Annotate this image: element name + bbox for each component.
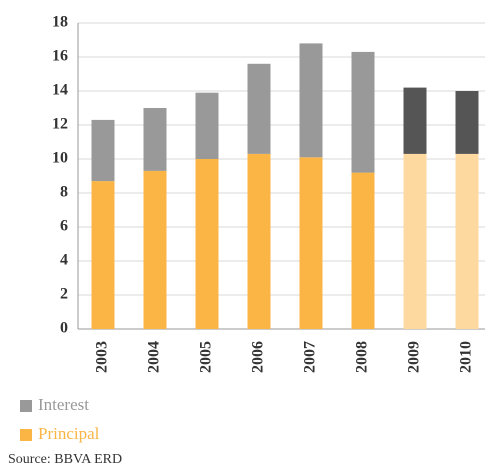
source: Source: BBVA ERD [8, 452, 122, 467]
y-tick-label: 14 [52, 82, 68, 99]
legend-swatch [20, 429, 32, 441]
x-tick-label: 2010 [458, 341, 475, 373]
bar-segment [247, 153, 271, 329]
bar-segment [247, 63, 271, 154]
bar-segment [299, 157, 323, 329]
x-tick-label: 2007 [302, 341, 319, 373]
legend-label: Interest [38, 395, 89, 414]
bar-segment [143, 170, 167, 329]
y-tick-label: 8 [60, 184, 68, 201]
bar-segment [455, 91, 479, 154]
y-tick-label: 0 [60, 320, 68, 337]
bar-segment [91, 119, 115, 182]
x-tick-label: 2009 [406, 341, 423, 373]
bar-segment [299, 43, 323, 158]
x-tick-label: 2005 [198, 341, 215, 373]
y-tick-label: 18 [52, 14, 68, 31]
y-tick-label: 4 [60, 252, 68, 269]
y-tick-label: 6 [60, 218, 68, 235]
legend-swatch [20, 400, 32, 412]
x-tick-label: 2004 [146, 341, 163, 373]
x-tick-label: 2006 [250, 341, 267, 373]
x-tick-label: 2008 [354, 341, 371, 373]
bar-segment [351, 51, 375, 173]
bar-segment [455, 153, 479, 329]
bar-segment [195, 159, 219, 329]
legend-label: Principal [38, 424, 100, 443]
bar-segment [143, 108, 167, 171]
y-tick-label: 10 [52, 150, 68, 167]
bar-segment [195, 92, 219, 159]
y-tick-label: 16 [52, 48, 68, 65]
x-tick-label: 2003 [94, 341, 111, 373]
bar-segment [91, 181, 115, 329]
bar-segment [403, 153, 427, 329]
bar-segment [403, 87, 427, 154]
bar-segment [351, 172, 375, 329]
y-tick-label: 2 [60, 286, 68, 303]
y-tick-label: 12 [52, 116, 68, 133]
